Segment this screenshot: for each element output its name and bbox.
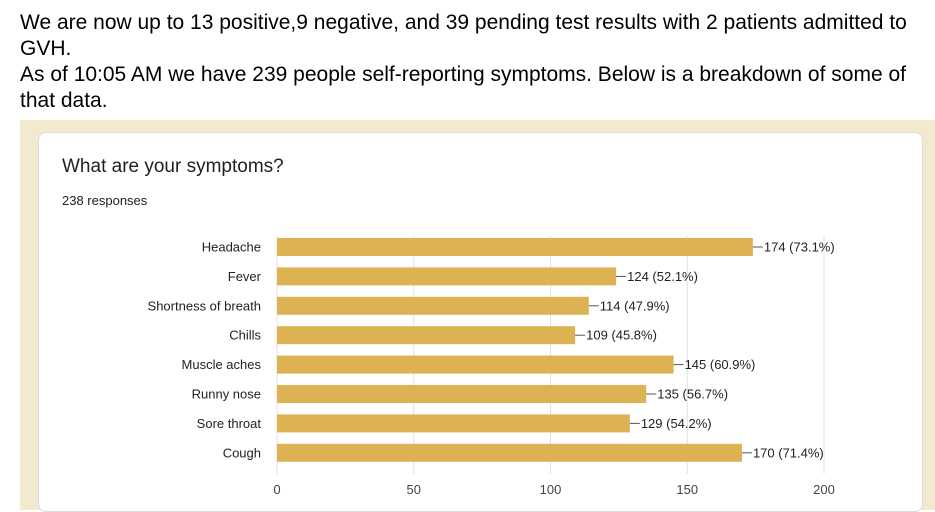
question-title: What are your symptoms? [62, 156, 284, 177]
bar [277, 296, 589, 315]
category-label: Muscle aches [182, 357, 262, 372]
bar [277, 326, 576, 345]
category-label: Shortness of breath [148, 298, 261, 313]
x-tick-label: 100 [540, 482, 562, 497]
data-label: 174 (73.1%) [764, 240, 835, 255]
bar [277, 267, 617, 286]
data-label: 135 (56.7%) [657, 387, 728, 402]
category-label: Sore throat [197, 416, 262, 431]
data-label: 124 (52.1%) [627, 269, 698, 284]
x-tick-label: 200 [813, 482, 835, 497]
x-tick-label: 50 [407, 482, 421, 497]
intro-text: We are now up to 13 positive,9 negative,… [20, 10, 930, 114]
category-label: Fever [228, 269, 262, 284]
x-tick-label: 150 [676, 482, 698, 497]
x-tick-label: 0 [273, 482, 280, 497]
bar [277, 385, 647, 403]
intro-line-symptoms: As of 10:05 AM we have 239 people self-r… [20, 63, 906, 112]
data-label: 170 (71.4%) [753, 445, 824, 460]
category-label: Headache [202, 240, 261, 255]
data-label: 109 (45.8%) [586, 328, 657, 343]
bar [277, 355, 674, 374]
intro-line-tests: We are now up to 13 positive,9 negative,… [20, 11, 907, 60]
data-label: 145 (60.9%) [685, 357, 756, 372]
response-count: 238 responses [62, 193, 148, 208]
data-label: 114 (47.9%) [600, 298, 670, 313]
category-label: Cough [223, 445, 261, 460]
bar [277, 414, 630, 433]
data-label: 129 (54.2%) [641, 416, 712, 431]
bar [277, 238, 753, 256]
category-label: Runny nose [192, 387, 261, 402]
category-label: Chills [229, 328, 261, 343]
bar [277, 443, 742, 462]
